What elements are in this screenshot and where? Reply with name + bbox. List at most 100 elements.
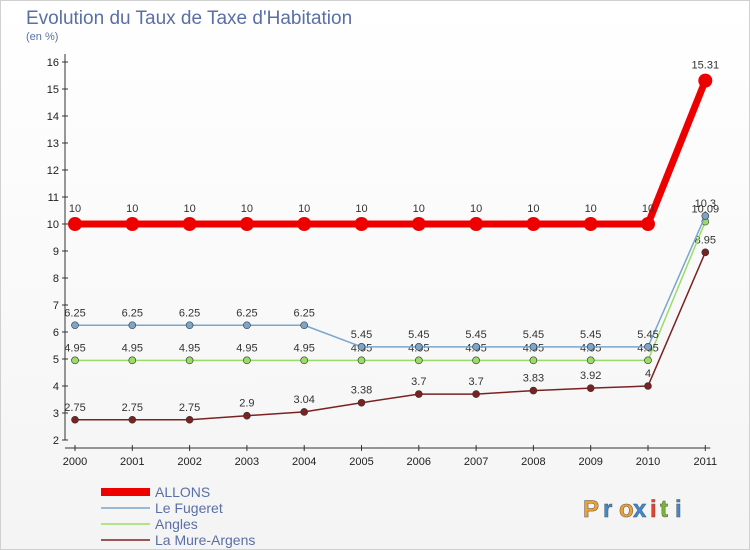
y-tick-label: 4 xyxy=(53,381,59,393)
y-tick-label: 9 xyxy=(53,246,59,258)
y-tick-label: 6 xyxy=(53,327,59,339)
x-tick-label: 2002 xyxy=(177,456,201,468)
data-point xyxy=(644,343,652,351)
data-point xyxy=(526,217,541,231)
logo-letter: i xyxy=(650,496,657,523)
data-label: 3.83 xyxy=(523,373,544,385)
data-point xyxy=(243,356,251,365)
x-tick-label: 2005 xyxy=(349,456,373,468)
logo-letter: t xyxy=(660,496,668,523)
data-point xyxy=(297,217,312,231)
data-point xyxy=(701,248,710,257)
data-label: 10 xyxy=(69,203,81,215)
y-tick-label: 5 xyxy=(53,354,59,366)
data-point xyxy=(300,321,309,330)
data-point xyxy=(185,321,194,330)
series-allons: 10 10 10 10 10 10 10 10 10 10 10 15.31 xyxy=(68,60,719,231)
data-label: 5.45 xyxy=(465,329,486,341)
x-tick-label: 2003 xyxy=(235,456,259,468)
y-tick-label: 7 xyxy=(53,300,59,312)
data-point xyxy=(701,212,710,220)
data-label: 4.95 xyxy=(122,342,143,354)
data-label: 5.45 xyxy=(637,329,658,341)
series-angles: 4.954.954.954.954.954.954.954.954.954.95… xyxy=(64,204,719,365)
x-tick-label: 2010 xyxy=(636,456,660,468)
data-label: 4.95 xyxy=(179,342,200,354)
x-tick-label: 2008 xyxy=(521,456,545,468)
data-label: 10 xyxy=(585,203,597,215)
data-point xyxy=(68,217,82,231)
y-tick-label: 2 xyxy=(53,435,59,447)
logo-letter: x xyxy=(633,496,647,523)
series-la-mure-argens: 2.75 2.75 2.75 2.9 3.04 3.38 3.7 3.7 3.83 3.92 4 8.… xyxy=(64,234,716,424)
data-point xyxy=(300,356,309,365)
data-label: 6.25 xyxy=(64,307,85,319)
data-label: 10 xyxy=(298,203,310,215)
y-tick-label: 8 xyxy=(53,273,59,285)
data-point xyxy=(411,217,426,231)
data-point xyxy=(529,386,538,395)
data-label: 5.45 xyxy=(408,329,429,341)
data-point xyxy=(128,321,137,330)
data-point xyxy=(185,356,194,365)
x-tick-label: 2007 xyxy=(464,456,488,468)
y-tick-label: 13 xyxy=(47,138,59,150)
data-label: 10 xyxy=(527,203,539,215)
data-point xyxy=(71,415,79,424)
series-line xyxy=(75,221,706,362)
data-point xyxy=(469,217,484,231)
y-tick-label: 16 xyxy=(47,57,59,69)
data-point xyxy=(243,321,251,330)
data-point xyxy=(583,217,598,231)
legend-label-angles: Angles xyxy=(155,516,198,532)
data-label: 3.38 xyxy=(351,385,372,397)
legend-label-le-fugeret: Le Fugeret xyxy=(155,500,223,516)
data-label: 10 xyxy=(642,203,654,215)
data-point xyxy=(357,398,366,407)
logo-letter: r xyxy=(603,496,612,523)
data-point xyxy=(586,356,595,365)
x-tick-label: 2006 xyxy=(407,456,431,468)
y-tick-label: 15 xyxy=(47,84,59,96)
series-line xyxy=(75,79,709,228)
data-point xyxy=(644,382,652,390)
data-point xyxy=(185,415,194,424)
data-point xyxy=(529,343,538,351)
data-point xyxy=(529,356,538,365)
data-label: 2.9 xyxy=(239,398,254,410)
logo-letter: i xyxy=(675,496,682,523)
y-tick-label: 10 xyxy=(47,219,59,231)
logo-letter: P xyxy=(583,496,599,523)
data-label: 15.31 xyxy=(692,60,720,72)
data-label: 3.7 xyxy=(411,376,426,388)
x-tick-label: 2001 xyxy=(120,456,144,468)
data-point xyxy=(414,356,423,365)
data-point xyxy=(414,390,423,398)
data-label: 10.3 xyxy=(695,198,716,210)
legend-label-la-mure-argens: La Mure-Argens xyxy=(155,532,255,548)
x-tick-label: 2000 xyxy=(63,456,87,468)
data-point xyxy=(300,408,309,416)
series-line xyxy=(75,215,706,348)
x-tick-label: 2009 xyxy=(578,456,602,468)
data-point xyxy=(644,356,652,365)
y-tick-label: 12 xyxy=(47,165,59,177)
data-label: 10 xyxy=(470,203,482,215)
data-point xyxy=(357,356,366,365)
data-label: 4.95 xyxy=(64,342,85,354)
data-point xyxy=(472,343,480,351)
chart-subtitle: (en %) xyxy=(26,31,58,43)
x-tick-label: 2011 xyxy=(693,456,717,468)
y-tick-label: 14 xyxy=(47,111,59,123)
data-label: 2.75 xyxy=(179,402,200,414)
data-label: 10 xyxy=(355,203,367,215)
series-layer: 2.75 2.75 2.75 2.9 3.04 3.38 3.7 3.7 3.83 3.92 4 8.… xyxy=(64,60,719,424)
data-label: 6.25 xyxy=(122,307,143,319)
data-point xyxy=(128,356,137,365)
data-point xyxy=(472,390,480,398)
data-label: 5.45 xyxy=(351,329,372,341)
data-point xyxy=(586,343,595,351)
data-point xyxy=(239,217,254,231)
